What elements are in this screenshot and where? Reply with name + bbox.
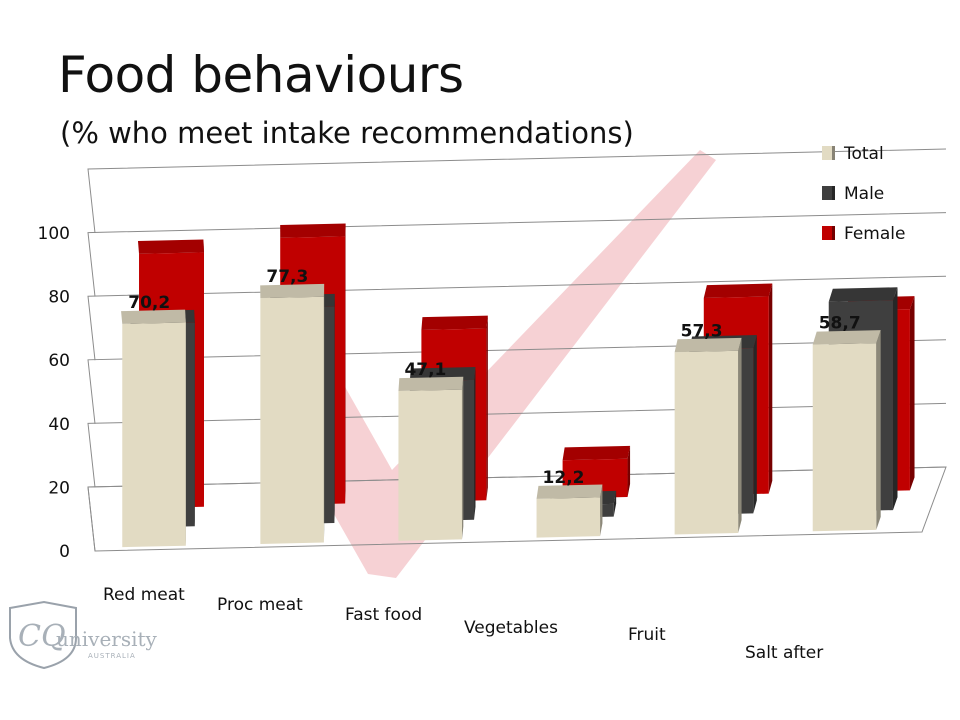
bar-front: [398, 389, 462, 541]
bar-front: [536, 497, 601, 538]
legend-swatch: [822, 186, 834, 200]
bar-front: [122, 322, 186, 548]
slide-subtitle: (% who meet intake recommendations): [60, 116, 634, 150]
legend: Total Male Female: [822, 144, 905, 244]
bar-side: [600, 484, 603, 537]
y-tick-label: 0: [59, 542, 70, 562]
bar-total-4: [674, 337, 742, 535]
bar-top: [674, 337, 742, 353]
legend-label: Female: [844, 224, 905, 244]
gridline: [87, 212, 947, 297]
bar-top: [137, 239, 204, 254]
bar-total-5: [812, 330, 881, 532]
y-tick-label: 60: [48, 351, 70, 371]
bar-side: [892, 287, 898, 511]
bar-side: [474, 366, 476, 520]
y-tick-label: 40: [48, 415, 70, 435]
category-label: Vegetables: [464, 618, 558, 638]
y-tick-label: 80: [48, 288, 70, 308]
slide-title: Food behaviours: [58, 46, 464, 104]
gridline: [87, 148, 947, 234]
bar-side: [909, 296, 915, 491]
data-label: 70,2: [128, 293, 170, 313]
bar-top: [562, 445, 631, 461]
bar-side: [876, 330, 881, 530]
category-label: Fast food: [345, 605, 422, 625]
bar-side: [753, 335, 757, 514]
bar-top: [421, 315, 488, 331]
gridline: [87, 339, 947, 424]
data-label: 12,2: [543, 468, 585, 488]
bar-side: [627, 445, 631, 497]
bar-total-1: [260, 283, 325, 544]
bar-side: [738, 337, 742, 534]
data-label: 57,3: [681, 321, 723, 341]
y-tick-label: 20: [48, 478, 70, 498]
legend-swatch-side: [832, 146, 835, 160]
legend-swatch-side: [832, 186, 835, 200]
bar-side: [486, 315, 488, 501]
legend-swatch-side: [832, 226, 835, 240]
bar-side: [768, 283, 773, 494]
bar-total-0: [121, 309, 186, 548]
bar-side: [461, 376, 464, 540]
category-label: Proc meat: [217, 595, 303, 615]
category-label: Salt after: [745, 643, 823, 663]
bar-front: [812, 343, 877, 532]
bar-total-2: [398, 376, 464, 541]
bar-front: [674, 350, 739, 535]
bar-top: [812, 330, 881, 345]
legend-label: Total: [843, 144, 884, 164]
gridline: [87, 402, 947, 488]
y-tick-label: 100: [38, 224, 70, 244]
bar-top: [828, 287, 898, 302]
bar-top: [536, 484, 603, 499]
legend-swatch: [822, 146, 834, 160]
bar-side: [613, 490, 617, 517]
bar-top: [260, 283, 325, 299]
chart-floor: [87, 466, 947, 552]
data-label: 47,1: [404, 360, 446, 380]
checkmark-decoration: [268, 150, 716, 578]
legend-swatch: [822, 226, 834, 240]
bar-top: [703, 283, 773, 299]
svg-text:CQ: CQ: [18, 619, 66, 654]
bar-top: [398, 376, 464, 392]
gridline: [87, 275, 947, 361]
svg-text:AUSTRALIA: AUSTRALIA: [88, 652, 136, 660]
data-label: 77,3: [266, 267, 308, 287]
bar-top: [280, 223, 346, 238]
category-label: Fruit: [628, 625, 666, 645]
category-label: Red meat: [103, 585, 185, 605]
data-label: 58,7: [819, 314, 861, 334]
bar-top: [121, 309, 186, 324]
bar-total-3: [536, 484, 603, 538]
svg-text:university: university: [56, 627, 158, 651]
bar-front: [260, 296, 324, 544]
cq-university-logo: CQ university AUSTRALIA: [9, 600, 158, 670]
grid-group: 0 20 40 60 80 100: [38, 148, 947, 562]
legend-label: Male: [844, 184, 884, 204]
